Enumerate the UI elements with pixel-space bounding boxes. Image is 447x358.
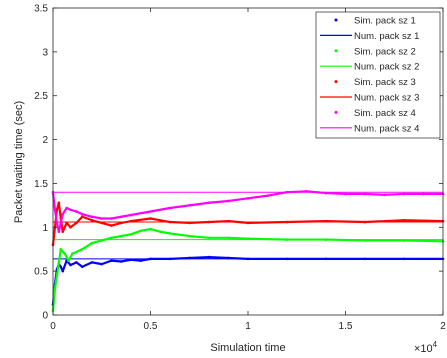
series-point <box>129 233 133 236</box>
series-point <box>80 212 84 216</box>
series-point <box>149 217 152 220</box>
series-point <box>383 193 386 197</box>
series-point <box>129 213 133 217</box>
series-point <box>149 210 152 213</box>
x-exponent-label: ×104 <box>414 340 438 355</box>
series-point <box>80 247 84 251</box>
series-point <box>110 236 113 240</box>
series-point <box>188 204 191 207</box>
series-point <box>110 224 113 227</box>
series-point <box>246 197 250 200</box>
legend-dot-swatch <box>334 80 338 84</box>
series-point <box>119 215 123 219</box>
x-exponent-base: ×10 <box>414 343 433 355</box>
legend-label: Sim. pack sz 3 <box>354 77 416 88</box>
series-point <box>63 252 66 255</box>
series-point <box>158 230 162 233</box>
series-point <box>71 252 74 255</box>
legend-dot-swatch <box>334 18 338 22</box>
series-point <box>65 206 68 210</box>
series-point <box>61 269 65 273</box>
series-point <box>402 218 406 222</box>
series-point <box>344 192 347 196</box>
series-point <box>227 199 230 203</box>
series-point <box>207 255 211 259</box>
x-tick-label: 2 <box>440 321 446 332</box>
series-point <box>80 265 84 269</box>
series-point <box>188 234 191 238</box>
legend-dot-swatch <box>334 49 338 53</box>
series-point <box>139 229 143 233</box>
series-point <box>227 236 230 240</box>
series-point <box>110 217 113 220</box>
x-tick-label: 0 <box>50 321 56 332</box>
y-tick-label: 2.5 <box>34 91 48 102</box>
legend-label: Sim. pack sz 1 <box>354 16 416 27</box>
series-point <box>61 212 65 216</box>
y-tick-label: 2 <box>42 135 48 146</box>
series-point <box>90 241 94 245</box>
series-point <box>57 201 61 205</box>
legend-label: Sim. pack sz 4 <box>354 108 416 119</box>
series-point <box>59 247 63 251</box>
y-tick-label: 1 <box>42 223 48 234</box>
legend-dot-swatch <box>334 110 338 114</box>
series-point <box>207 201 211 205</box>
y-tick-label: 3 <box>42 47 48 58</box>
series-point <box>90 218 94 222</box>
legend-label: Num. pack sz 4 <box>354 123 419 134</box>
legend-label: Num. pack sz 3 <box>354 93 419 104</box>
x-tick-label: 1 <box>245 321 251 332</box>
series-point <box>266 194 269 198</box>
series-point <box>100 262 104 266</box>
series-point <box>69 263 72 267</box>
series-point <box>57 230 61 233</box>
legend-label: Num. pack sz 1 <box>354 31 419 42</box>
series-point <box>69 208 72 212</box>
series-point <box>80 215 84 219</box>
series-point <box>422 192 425 196</box>
series-point <box>149 227 152 231</box>
series-point <box>402 192 406 196</box>
legend-label: Sim. pack sz 2 <box>354 46 416 57</box>
series-point <box>55 208 59 212</box>
series-point <box>100 217 104 220</box>
series-point <box>75 210 78 213</box>
y-tick-label: 0.5 <box>34 267 48 278</box>
series-point <box>59 265 63 269</box>
y-axis-label: Packet waiting time (sec) <box>13 101 25 223</box>
series-point <box>139 259 143 262</box>
legend-label: Num. pack sz 2 <box>354 62 419 73</box>
series-point <box>55 221 59 225</box>
series-point <box>53 287 57 290</box>
legend: Sim. pack sz 1 Num. pack sz 1 Sim. pack sz… <box>315 11 441 139</box>
legend-box <box>315 11 441 139</box>
series-point <box>168 232 172 235</box>
series-point <box>55 274 59 277</box>
series-point <box>69 225 72 229</box>
x-tick-label: 0.5 <box>144 321 158 332</box>
series-point <box>119 260 123 263</box>
series-point <box>57 261 61 264</box>
x-exponent-power: 4 <box>433 340 438 349</box>
y-tick-label: 3.5 <box>34 4 48 15</box>
series-point <box>53 208 57 212</box>
series-point <box>61 230 65 233</box>
series-layer <box>51 190 445 312</box>
ticks-layer: 0 0.5 1 1.5 2 0 0.5 1 1.5 2 2.5 3 3.5 <box>34 4 446 333</box>
series-point <box>90 261 94 264</box>
y-tick-label: 1.5 <box>34 179 48 190</box>
series-point <box>363 192 367 196</box>
y-tick-label: 0 <box>42 311 48 322</box>
x-axis-label: Simulation time <box>210 342 285 354</box>
series-point <box>110 259 113 262</box>
series-point <box>119 234 123 238</box>
series-point <box>90 215 94 219</box>
x-tick-label: 1.5 <box>339 321 353 332</box>
series-point <box>207 236 211 240</box>
series-point <box>67 259 70 262</box>
series-point <box>168 206 172 210</box>
series-point <box>75 261 78 264</box>
